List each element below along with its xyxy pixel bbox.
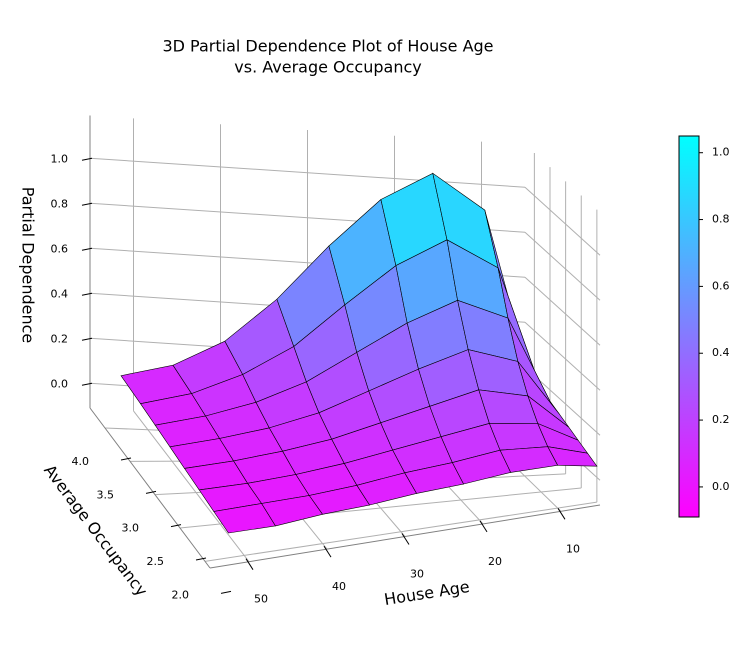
colorbar-axis: 0.0 0.2 0.4 0.6 0.8 1.0 [699, 146, 730, 493]
z-tick [81, 202, 93, 206]
z-tick [81, 292, 93, 296]
y-tick [170, 524, 182, 528]
y-tick [195, 557, 207, 561]
x-tick [557, 508, 566, 520]
grid-line [524, 321, 601, 391]
colorbar-tick-label: 0.2 [712, 413, 730, 426]
x-tick-label: 50 [254, 593, 268, 606]
y-tick-label: 2.5 [147, 555, 165, 568]
x-tick-label: 20 [488, 555, 502, 568]
grid-line [524, 276, 601, 346]
z-axis-label: Partial Dependence [19, 187, 38, 343]
y-tick [120, 457, 132, 461]
x-tick-label: 10 [566, 542, 580, 555]
x-axis-label: House Age [383, 577, 471, 609]
surface-facet [547, 446, 598, 467]
z-tick [81, 382, 93, 386]
x-tick-label: 30 [410, 568, 424, 581]
surface-facet [499, 446, 559, 473]
colorbar-tick-label: 0.8 [712, 213, 730, 226]
z-tick [81, 247, 93, 251]
y-tick [220, 590, 232, 594]
y-tick-label: 3.5 [97, 488, 115, 501]
colorbar-tick-label: 1.0 [712, 146, 730, 159]
grid-line [204, 501, 597, 562]
y-tick-label: 3.0 [122, 522, 140, 535]
grid-line [89, 157, 526, 188]
z-tick-label: 0.0 [51, 377, 69, 390]
z-tick [81, 157, 93, 161]
surface [120, 172, 598, 534]
y-tick [145, 490, 157, 494]
colorbar-tick-label: 0.0 [712, 480, 730, 493]
chart-title: vs. Average Occupancy [234, 58, 421, 77]
grid-line [524, 231, 601, 301]
x-tick [245, 558, 254, 570]
z-tick-label: 0.8 [51, 197, 69, 210]
y-tick-label: 2.0 [172, 588, 190, 601]
axis-line [89, 407, 211, 569]
grid-line [524, 186, 601, 256]
z-tick-label: 0.2 [51, 332, 69, 345]
z-tick-label: 1.0 [51, 152, 69, 165]
y-tick-label: 4.0 [72, 455, 90, 468]
z-tick-label: 0.6 [51, 242, 69, 255]
colorbar [678, 135, 700, 518]
axis-line [209, 504, 601, 569]
z-tick-label: 0.4 [51, 287, 69, 300]
x-tick [479, 520, 488, 533]
colorbar-tick-label: 0.4 [712, 346, 730, 359]
chart-title: 3D Partial Dependence Plot of House Age [162, 37, 493, 56]
axes: 50 40 30 20 10 2.0 2.5 3.0 3.5 4.0 0.0 0.2 0.4 0.6 0.8… [51, 115, 601, 606]
z-tick [81, 337, 93, 341]
x-tick [323, 545, 332, 558]
x-tick [401, 533, 410, 545]
x-tick-label: 40 [332, 580, 346, 593]
colorbar-tick-label: 0.6 [712, 279, 730, 292]
grid-line [133, 410, 250, 563]
